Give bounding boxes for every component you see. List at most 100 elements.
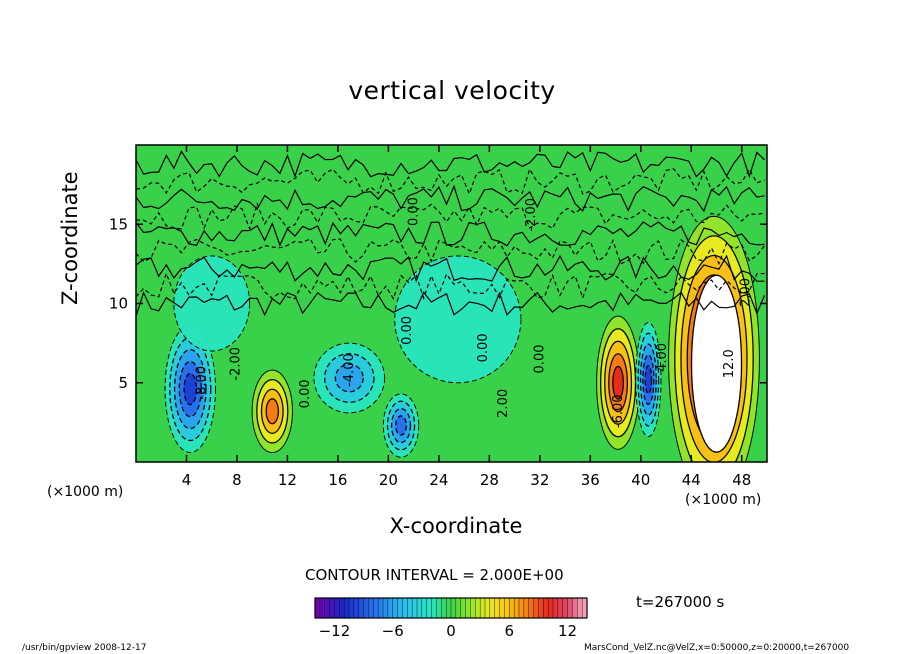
colorbar-cell-54 <box>577 597 583 619</box>
colorbar-cell-7 <box>348 597 355 619</box>
colorbar-tick-label-3: 6 <box>505 622 515 640</box>
colorbar-cell-9 <box>358 597 365 619</box>
x-tick-label-2: 12 <box>278 471 297 489</box>
colorbar-cell-2 <box>324 597 331 619</box>
colorbar-cell-5 <box>339 597 345 619</box>
downdraft-contour-3-4 <box>183 372 198 406</box>
colorbar-cell-11 <box>368 597 374 619</box>
contour-label-2: 0.00 <box>298 379 313 408</box>
colorbar-tick-label-4: 12 <box>558 622 577 640</box>
contour-label-4: 0.00 <box>400 316 415 345</box>
colorbar-cell-46 <box>538 597 544 619</box>
contour-label-11: 4.00 <box>655 343 670 372</box>
colorbar-cell-24 <box>431 597 437 619</box>
colorbar-cell-40 <box>509 597 515 619</box>
updraft-core-0 <box>690 274 743 453</box>
colorbar-cell-35 <box>484 597 491 619</box>
footer-program-date: /usr/bin/gpview 2008-12-17 <box>22 643 147 653</box>
turbulent-contour-line-7 <box>136 167 765 196</box>
turbulent-contour-line-3 <box>136 238 765 266</box>
colorbar-cell-18 <box>402 597 408 619</box>
colorbar-cell-1 <box>319 597 326 619</box>
colorbar-cell-25 <box>436 597 442 619</box>
chart-title: vertical velocity <box>348 76 556 105</box>
colorbar-cell-48 <box>547 597 554 619</box>
contour-label-9: 0.00 <box>406 197 421 226</box>
colorbar-cell-30 <box>460 597 467 619</box>
downdraft-contour-6-4 <box>644 364 653 395</box>
y-tick-label-1: 10 <box>109 295 128 313</box>
updraft-contour-0-3 <box>265 398 280 425</box>
turbulent-contour-line-6 <box>136 184 765 213</box>
x-unit-left: (×1000 m) <box>47 484 124 500</box>
colorbar-cell-20 <box>411 597 418 619</box>
colorbar-frame <box>314 597 588 619</box>
colorbar-cell-42 <box>518 597 525 619</box>
x-tick-label-7: 32 <box>530 471 549 489</box>
contour-label-12: 12.0 <box>722 349 737 378</box>
colorbar-cell-26 <box>441 597 447 619</box>
colorbar-cell-15 <box>387 597 394 619</box>
y-tick-label-2: 15 <box>109 215 128 233</box>
colorbar-cell-19 <box>407 597 413 619</box>
colorbar-cell-13 <box>377 597 384 619</box>
x-tick-label-1: 8 <box>232 471 242 489</box>
colorbar-cell-47 <box>543 597 549 619</box>
colorbar-cell-3 <box>329 597 335 619</box>
x-tick-label-10: 44 <box>682 471 701 489</box>
colorbar-cell-23 <box>426 597 433 619</box>
contour-label-8: -2.00 <box>524 198 539 232</box>
colorbar-cell-45 <box>533 597 539 619</box>
colorbar-cell-49 <box>552 597 559 619</box>
colorbar-cell-44 <box>528 597 535 619</box>
colorbar-cell-10 <box>363 597 369 619</box>
colorbar-cell-4 <box>334 597 340 619</box>
colorbar-cell-0 <box>314 597 321 619</box>
downdraft-contour-4-2 <box>334 363 364 393</box>
colorbar-tick-label-2: 0 <box>446 622 456 640</box>
colorbar-tick-label-0: −12 <box>319 622 351 640</box>
colorbar-cell-17 <box>397 597 403 619</box>
turbulent-contour-line-0 <box>136 291 766 317</box>
colorbar-cell-50 <box>557 597 564 619</box>
x-tick-label-0: 4 <box>182 471 192 489</box>
turbulent-contour-line-8 <box>136 150 765 179</box>
colorbar-cell-16 <box>392 597 399 619</box>
y-tick-label-0: 5 <box>118 374 128 392</box>
colorbar-cell-8 <box>353 597 360 619</box>
contour-label-13: 2.00 <box>738 278 753 307</box>
footer-data-source: MarsCond_VelZ.nc@VelZ,x=0:50000,z=0:2000… <box>584 643 850 653</box>
downdraft-contour-7-0 <box>394 255 522 384</box>
contour-label-5: 0.00 <box>476 333 491 362</box>
downdraft-contour-5-3 <box>395 415 408 436</box>
colorbar-cell-39 <box>504 597 510 619</box>
colorbar-cell-28 <box>450 597 457 619</box>
x-tick-label-6: 28 <box>480 471 499 489</box>
contour-label-1: -2.00 <box>228 347 243 381</box>
x-tick-label-8: 36 <box>581 471 600 489</box>
colorbar-cell-51 <box>562 597 569 619</box>
contour-label-6: 2.00 <box>496 389 511 418</box>
x-tick-label-5: 24 <box>429 471 448 489</box>
colorbar-tick-label-1: −6 <box>382 622 404 640</box>
colorbar-cell-22 <box>421 597 428 619</box>
colorbar-cell-37 <box>494 597 501 619</box>
turbulent-contour-line-1 <box>136 271 765 301</box>
updraft-contour-1-4 <box>612 365 624 400</box>
x-unit-right: (×1000 m) <box>685 492 762 508</box>
colorbar-cell-53 <box>572 597 578 619</box>
x-tick-label-4: 20 <box>379 471 398 489</box>
colorbar-cell-38 <box>499 597 505 619</box>
colorbar-cell-31 <box>465 597 471 619</box>
contour-interval-label: CONTOUR INTERVAL = 2.000E+00 <box>305 566 564 584</box>
downdraft-contour-8-0 <box>173 255 251 352</box>
colorbar-cell-29 <box>455 597 462 619</box>
colorbar-cell-32 <box>470 597 476 619</box>
colorbar-cell-43 <box>523 597 530 619</box>
x-tick-label-3: 16 <box>328 471 347 489</box>
colorbar-cell-36 <box>489 597 496 619</box>
colorbar-cell-27 <box>445 597 452 619</box>
contour-label-0: -8.00 <box>194 366 209 400</box>
colorbar-cell-12 <box>373 597 379 619</box>
